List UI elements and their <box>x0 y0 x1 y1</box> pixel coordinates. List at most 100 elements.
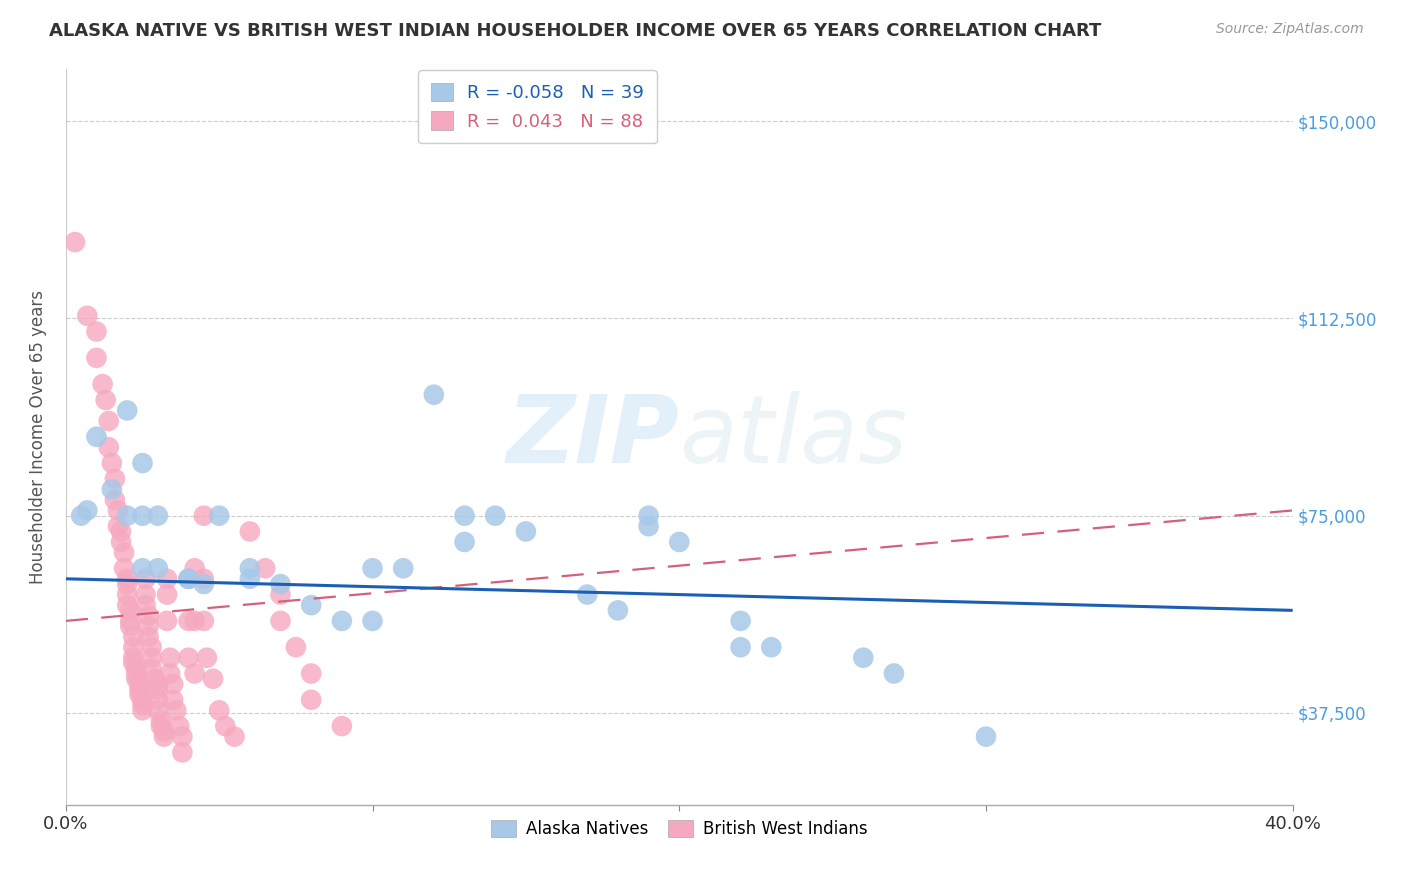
Point <box>299 666 322 681</box>
Point <box>177 650 200 665</box>
Point <box>883 666 905 681</box>
Point <box>576 588 599 602</box>
Point <box>141 650 163 665</box>
Y-axis label: Householder Income Over 65 years: Householder Income Over 65 years <box>30 290 46 583</box>
Point <box>270 614 292 628</box>
Point <box>177 572 200 586</box>
Point <box>141 661 163 675</box>
Point <box>128 688 150 702</box>
Point <box>125 666 148 681</box>
Point <box>159 650 181 665</box>
Point <box>146 561 169 575</box>
Point <box>94 392 117 407</box>
Text: ALASKA NATIVE VS BRITISH WEST INDIAN HOUSEHOLDER INCOME OVER 65 YEARS CORRELATIO: ALASKA NATIVE VS BRITISH WEST INDIAN HOU… <box>49 22 1101 40</box>
Point <box>146 703 169 717</box>
Point <box>172 746 194 760</box>
Point <box>974 730 997 744</box>
Point <box>131 508 153 523</box>
Point <box>122 650 145 665</box>
Point <box>852 650 875 665</box>
Point <box>183 666 205 681</box>
Point <box>156 572 179 586</box>
Point <box>330 719 353 733</box>
Point <box>70 508 93 523</box>
Point <box>202 672 225 686</box>
Point <box>76 503 98 517</box>
Point <box>110 524 132 539</box>
Point <box>299 598 322 612</box>
Point <box>453 508 475 523</box>
Point <box>115 508 138 523</box>
Point <box>143 672 166 686</box>
Point <box>63 235 86 249</box>
Point <box>224 730 246 744</box>
Point <box>112 561 135 575</box>
Point <box>128 677 150 691</box>
Point <box>193 614 215 628</box>
Point <box>97 414 120 428</box>
Point <box>146 693 169 707</box>
Point <box>122 630 145 644</box>
Point <box>104 492 127 507</box>
Point <box>120 619 142 633</box>
Point <box>177 614 200 628</box>
Point <box>131 561 153 575</box>
Point <box>138 608 160 623</box>
Point <box>115 598 138 612</box>
Point <box>110 535 132 549</box>
Point <box>193 572 215 586</box>
Point <box>115 403 138 417</box>
Point <box>361 561 384 575</box>
Point <box>214 719 236 733</box>
Point <box>135 588 157 602</box>
Point <box>97 440 120 454</box>
Point <box>76 309 98 323</box>
Point <box>146 508 169 523</box>
Point <box>141 640 163 655</box>
Point <box>284 640 307 655</box>
Point <box>239 561 262 575</box>
Text: atlas: atlas <box>679 392 907 483</box>
Text: ZIP: ZIP <box>506 391 679 483</box>
Point <box>270 577 292 591</box>
Point <box>120 614 142 628</box>
Point <box>172 730 194 744</box>
Point <box>177 572 200 586</box>
Point <box>101 456 124 470</box>
Point <box>208 508 231 523</box>
Point <box>183 561 205 575</box>
Point <box>392 561 415 575</box>
Point <box>115 572 138 586</box>
Text: Source: ZipAtlas.com: Source: ZipAtlas.com <box>1216 22 1364 37</box>
Point <box>104 472 127 486</box>
Point <box>112 545 135 559</box>
Point <box>131 698 153 712</box>
Point <box>254 561 277 575</box>
Point <box>156 588 179 602</box>
Point <box>183 614 205 628</box>
Point <box>423 387 446 401</box>
Point <box>668 535 690 549</box>
Point <box>149 719 172 733</box>
Point <box>135 598 157 612</box>
Point <box>86 351 108 365</box>
Point <box>86 325 108 339</box>
Point <box>159 666 181 681</box>
Point <box>153 730 176 744</box>
Point <box>138 630 160 644</box>
Point <box>131 456 153 470</box>
Point <box>208 703 231 717</box>
Legend: Alaska Natives, British West Indians: Alaska Natives, British West Indians <box>484 813 875 845</box>
Point <box>125 661 148 675</box>
Point <box>730 614 752 628</box>
Point <box>484 508 506 523</box>
Point <box>361 614 384 628</box>
Point <box>149 714 172 728</box>
Point <box>86 430 108 444</box>
Point <box>131 703 153 717</box>
Point <box>122 656 145 670</box>
Point <box>156 614 179 628</box>
Point <box>138 619 160 633</box>
Point <box>270 588 292 602</box>
Point <box>193 508 215 523</box>
